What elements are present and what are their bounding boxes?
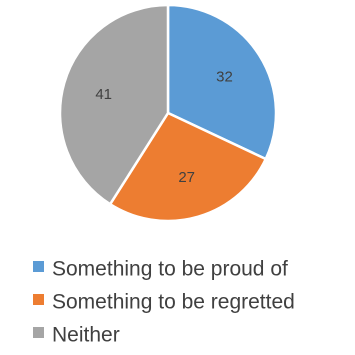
legend-swatch-neither bbox=[33, 327, 44, 339]
data-label-neither: 41 bbox=[95, 86, 112, 103]
pie-slice-proud bbox=[166, 3, 278, 161]
legend-label-regretted: Something to be regretted bbox=[52, 290, 295, 314]
pie-slice-neither bbox=[58, 3, 170, 206]
pie-slice-regretted bbox=[108, 111, 267, 223]
legend-label-proud: Something to be proud of bbox=[52, 257, 288, 281]
legend-item-regretted: Something to be regretted bbox=[33, 285, 295, 318]
legend-item-neither: Neither bbox=[33, 318, 295, 351]
legend-swatch-proud bbox=[33, 261, 44, 273]
pie-data-labels: 32 27 41 bbox=[95, 69, 232, 186]
legend-swatch-regretted bbox=[33, 294, 44, 306]
legend-label-neither: Neither bbox=[52, 323, 120, 347]
data-label-proud: 32 bbox=[216, 69, 233, 86]
chart-legend: Something to be proud of Something to be… bbox=[33, 252, 295, 351]
pie-slices bbox=[58, 3, 278, 223]
data-label-regretted: 27 bbox=[178, 169, 195, 186]
legend-item-proud: Something to be proud of bbox=[33, 252, 295, 285]
